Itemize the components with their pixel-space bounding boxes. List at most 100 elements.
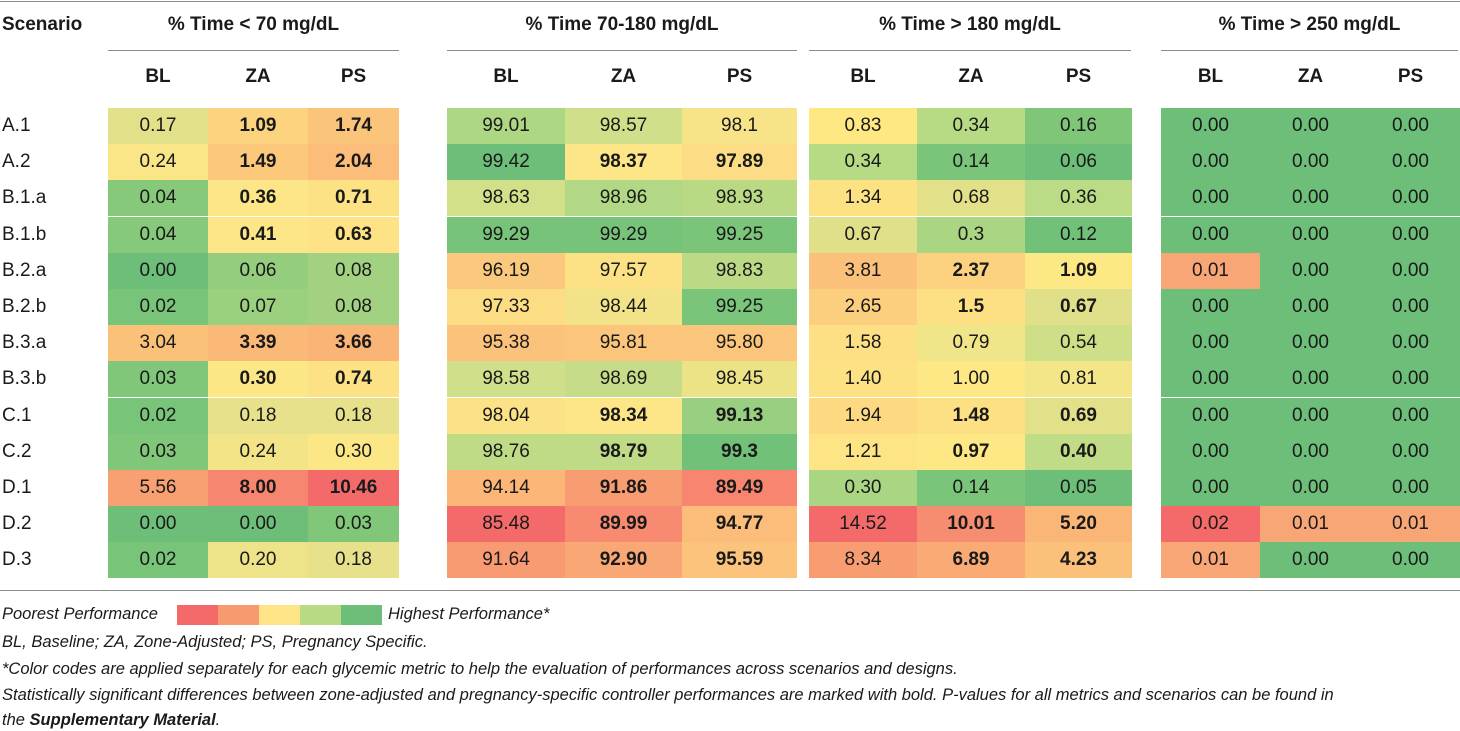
table-cell: 3.66	[308, 325, 399, 362]
table-cell: 97.89	[682, 144, 797, 181]
table-cell: 0.02	[108, 289, 208, 325]
row-label: B.1.a	[2, 187, 47, 209]
table-cell: 0.16	[1025, 108, 1132, 144]
color-code-note: *Color codes are applied separately for …	[2, 660, 958, 678]
row-label: A.2	[2, 151, 31, 173]
table-cell: 0.36	[208, 180, 308, 217]
table-cell: 0.24	[208, 433, 308, 470]
table-cell: 0.81	[1025, 361, 1132, 398]
table-cell: 0.01	[1361, 506, 1460, 543]
table-cell: 0.04	[108, 180, 208, 217]
table-cell: 10.46	[308, 470, 399, 506]
table-cell: 0.14	[917, 470, 1025, 506]
group-header-1: % Time < 70 mg/dL	[167, 14, 340, 35]
table-cell: 0.00	[1361, 542, 1460, 579]
legend-swatch	[177, 605, 218, 625]
table-cell: 0.18	[308, 542, 399, 579]
table-cell: 85.48	[447, 506, 565, 543]
group-rule-2	[447, 50, 797, 51]
table-cell: 0.00	[1161, 325, 1260, 362]
table-cell: 8.34	[809, 542, 917, 579]
row-label: C.1	[2, 404, 32, 426]
table-cell: 96.19	[447, 252, 565, 289]
table-cell: 0.00	[1260, 252, 1361, 289]
table-cell: 98.76	[447, 433, 565, 470]
column-header-za: ZA	[1297, 66, 1324, 87]
column-header-ps: PS	[726, 66, 753, 87]
table-cell: 0.67	[1025, 289, 1132, 325]
table-cell: 0.74	[308, 361, 399, 398]
table-cell: 1.00	[917, 361, 1025, 398]
table-cell: 0.00	[1161, 216, 1260, 253]
column-header-bl: BL	[145, 66, 171, 87]
abbreviation-note: BL, Baseline; ZA, Zone-Adjusted; PS, Pre…	[2, 633, 428, 651]
table-cell: 0.00	[1161, 470, 1260, 506]
table-cell: 95.81	[565, 325, 682, 362]
table-cell: 95.59	[682, 542, 797, 579]
table-cell: 0.00	[1260, 470, 1361, 506]
row-label: B.3.a	[2, 332, 47, 354]
table-cell: 98.58	[447, 361, 565, 398]
table-cell: 0.00	[208, 506, 308, 543]
table-cell: 0.02	[1161, 506, 1260, 543]
table-cell: 98.37	[565, 144, 682, 181]
table-cell: 1.09	[1025, 252, 1132, 289]
scenario-header: Scenario	[2, 14, 83, 35]
table-cell: 0.00	[1260, 397, 1361, 434]
table-cell: 4.23	[1025, 542, 1132, 579]
table-cell: 0.06	[208, 252, 308, 289]
table-cell: 0.18	[308, 397, 399, 434]
table-cell: 0.00	[1260, 108, 1361, 144]
table-cell: 99.3	[682, 433, 797, 470]
table-cell: 98.45	[682, 361, 797, 398]
table-cell: 91.64	[447, 542, 565, 579]
table-cell: 94.77	[682, 506, 797, 543]
table-top-rule	[0, 1, 1460, 2]
row-label: B.1.b	[2, 223, 47, 245]
table-cell: 1.49	[208, 144, 308, 181]
table-cell: 99.25	[682, 289, 797, 325]
table-cell: 1.94	[809, 397, 917, 434]
table-cell: 0.34	[809, 144, 917, 181]
table-cell: 2.37	[917, 252, 1025, 289]
group-header-3: % Time > 180 mg/dL	[879, 14, 1061, 35]
table-cell: 99.42	[447, 144, 565, 181]
table-cell: 0.08	[308, 289, 399, 325]
table-cell: 0.30	[809, 470, 917, 506]
table-cell: 0.00	[108, 506, 208, 543]
supplementary-link[interactable]: Supplementary Material	[29, 711, 216, 729]
table-cell: 0.18	[208, 397, 308, 434]
table-cell: 0.00	[1260, 542, 1361, 579]
table-cell: 98.44	[565, 289, 682, 325]
table-cell: 0.30	[208, 361, 308, 398]
table-cell: 5.20	[1025, 506, 1132, 543]
column-header-bl: BL	[850, 66, 876, 87]
supplementary-note: the Supplementary Material.	[2, 711, 220, 730]
table-cell: 1.58	[809, 325, 917, 362]
table-cell: 0.01	[1260, 506, 1361, 543]
table-cell: 3.04	[108, 325, 208, 362]
table-cell: 89.49	[682, 470, 797, 506]
table-cell: 0.79	[917, 325, 1025, 362]
column-header-za: ZA	[245, 66, 271, 87]
group-header-4: % Time > 250 mg/dL	[1218, 14, 1401, 35]
row-label: B.2.b	[2, 296, 47, 317]
table-cell: 0.00	[1361, 252, 1460, 289]
table-cell: 0.03	[108, 433, 208, 470]
table-cell: 0.00	[1361, 397, 1460, 434]
legend-swatch	[218, 605, 259, 625]
table-cell: 92.90	[565, 542, 682, 579]
table-cell: 98.93	[682, 180, 797, 217]
table-cell: 0.00	[1260, 289, 1361, 325]
row-label: C.2	[2, 440, 32, 462]
table-cell: 1.21	[809, 433, 917, 470]
table-cell: 99.29	[447, 216, 565, 253]
group-rule-4	[1161, 50, 1458, 51]
table-cell: 3.81	[809, 252, 917, 289]
row-label: D.3	[2, 549, 32, 571]
table-cell: 0.05	[1025, 470, 1132, 506]
table-cell: 0.03	[108, 361, 208, 398]
column-header-bl: BL	[493, 66, 519, 87]
group-rule-1	[108, 50, 399, 51]
table-cell: 98.57	[565, 108, 682, 144]
